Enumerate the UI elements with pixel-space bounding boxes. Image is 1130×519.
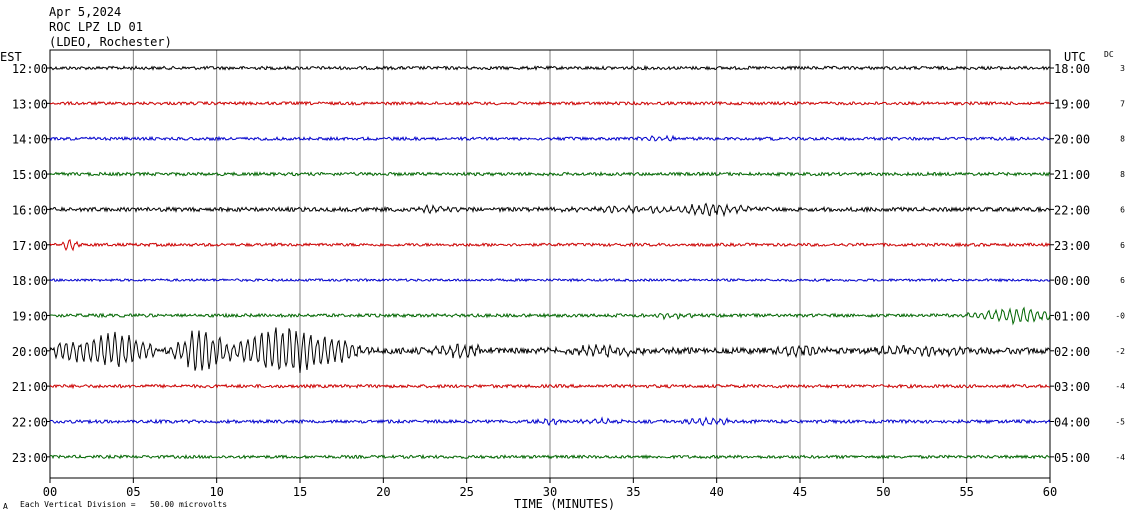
plot-frame: [49, 49, 1051, 479]
seismic-trace: [49, 64, 1051, 72]
est-axis-label: EST: [0, 50, 22, 64]
seismic-trace: [50, 453, 1051, 460]
est-hour-label: 21:00: [12, 380, 48, 394]
seismic-trace: [49, 383, 1051, 390]
est-hour-label: 18:00: [12, 274, 48, 288]
utc-hour-label: 20:00: [1054, 133, 1090, 147]
utc-hour-label: 22:00: [1054, 203, 1090, 217]
utc-hour-label: 19:00: [1054, 97, 1090, 111]
seismic-trace: [49, 416, 1051, 427]
x-tick-label: 45: [793, 485, 807, 499]
dc-offset-label: 3: [1120, 64, 1125, 73]
est-hour-label: 12:00: [12, 62, 48, 76]
dc-offset-label: 8: [1120, 170, 1125, 179]
scale-glyph: A: [3, 502, 8, 511]
vertical-scale-note: Each Vertical Division = 50.00 microvolt…: [20, 500, 228, 509]
plot-date: Apr 5,2024: [49, 5, 122, 19]
est-hour-label: 23:00: [12, 451, 48, 465]
utc-hour-label: 01:00: [1054, 309, 1090, 323]
dc-offset-label: -0: [1115, 311, 1125, 320]
x-tick-label: 30: [543, 485, 557, 499]
dc-column-label: DC: [1104, 50, 1114, 59]
seismic-trace: [49, 100, 1051, 107]
x-axis-label: TIME (MINUTES): [514, 497, 616, 511]
seismic-trace: [49, 327, 1051, 374]
dc-offset-label: 7: [1120, 99, 1125, 108]
utc-hour-label: 00:00: [1054, 274, 1090, 288]
est-hour-label: 13:00: [12, 97, 48, 111]
station-code: ROC LPZ LD 01: [49, 20, 143, 34]
x-tick-label: 40: [709, 485, 723, 499]
est-hour-label: 19:00: [12, 309, 48, 323]
x-tick-label: 50: [876, 485, 890, 499]
dc-offset-label: 6: [1120, 241, 1125, 250]
utc-hour-label: 23:00: [1054, 239, 1090, 253]
seismic-trace: [49, 239, 1051, 252]
dc-offset-label: 6: [1120, 276, 1125, 285]
utc-hour-label: 04:00: [1054, 416, 1090, 430]
x-tick-label: 05: [126, 485, 140, 499]
x-tick-label: 20: [376, 485, 390, 499]
x-tick-label: 10: [209, 485, 223, 499]
utc-hour-label: 02:00: [1054, 345, 1090, 359]
utc-hour-label: 21:00: [1054, 168, 1090, 182]
utc-hour-label: 05:00: [1054, 451, 1090, 465]
seismic-trace: [49, 134, 1051, 142]
utc-hour-label: 18:00: [1054, 62, 1090, 76]
seismic-trace: [49, 306, 1051, 326]
dc-offset-label: -4: [1115, 382, 1125, 391]
x-tick-label: 15: [293, 485, 307, 499]
utc-axis-label: UTC: [1064, 50, 1086, 64]
est-hour-label: 14:00: [12, 133, 48, 147]
x-tick-label: 00: [43, 485, 57, 499]
dc-offset-label: -5: [1115, 418, 1125, 427]
seismic-trace: [49, 202, 1051, 218]
est-hour-label: 16:00: [12, 203, 48, 217]
est-hour-label: 15:00: [12, 168, 48, 182]
dc-offset-label: 6: [1120, 205, 1125, 214]
est-hour-label: 20:00: [12, 345, 48, 359]
x-tick-label: 25: [459, 485, 473, 499]
est-hour-label: 17:00: [12, 239, 48, 253]
utc-hour-label: 03:00: [1054, 380, 1090, 394]
seismic-trace: [49, 171, 1051, 178]
x-tick-label: 35: [626, 485, 640, 499]
x-tick-label: 55: [959, 485, 973, 499]
dc-offset-label: 8: [1120, 135, 1125, 144]
x-tick-label: 60: [1043, 485, 1057, 499]
seismic-trace: [49, 277, 1051, 283]
dc-offset-label: -2: [1115, 347, 1125, 356]
dc-offset-label: -4: [1115, 453, 1125, 462]
network-name: (LDEO, Rochester): [49, 35, 172, 49]
est-hour-label: 22:00: [12, 416, 48, 430]
